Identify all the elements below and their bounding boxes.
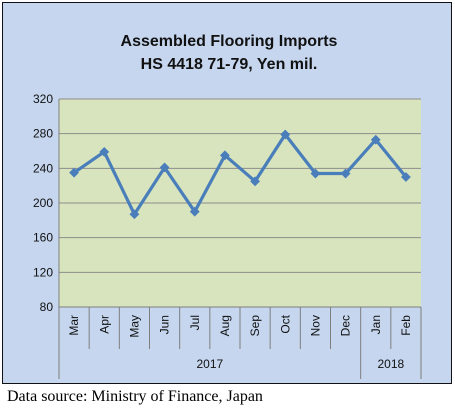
line-chart: Assembled Flooring Imports HS 4418 71-79… <box>33 33 422 379</box>
chart-frame: Assembled Flooring Imports HS 4418 71-79… <box>2 2 452 384</box>
data-point <box>401 172 411 182</box>
y-tick-label: 200 <box>33 196 53 210</box>
data-point <box>220 150 230 161</box>
x-tick-label: Nov <box>308 315 322 336</box>
x-tick-label: Aug <box>218 315 232 336</box>
series-line <box>73 132 408 216</box>
x-tick-label: May <box>127 315 141 338</box>
data-point <box>159 162 170 173</box>
data-point <box>69 167 79 178</box>
data-source-note: Data source: Ministry of Finance, Japan <box>7 388 263 405</box>
year-label: 2018 <box>377 357 404 371</box>
data-point <box>99 146 110 157</box>
y-tick-label: 120 <box>33 265 53 279</box>
data-point <box>370 134 381 145</box>
data-point <box>129 209 140 220</box>
x-tick-label: Oct <box>278 314 292 333</box>
year-label: 2017 <box>196 357 223 371</box>
y-tick-label: 320 <box>33 92 53 106</box>
y-tick-label: 160 <box>33 231 53 245</box>
x-tick-label: Jul <box>188 315 202 330</box>
x-tick-label: Dec <box>339 315 353 336</box>
x-tick-label: Feb <box>399 315 413 336</box>
y-tick-label: 240 <box>33 161 53 175</box>
y-tick-label: 80 <box>40 300 54 314</box>
x-tick-label: Apr <box>97 315 111 334</box>
x-tick-label: Sep <box>248 315 262 337</box>
data-point <box>340 168 351 179</box>
x-tick-label: Jun <box>158 315 172 334</box>
data-point <box>250 176 260 187</box>
data-point <box>189 206 200 217</box>
data-point <box>310 168 321 179</box>
y-tick-label: 280 <box>33 127 53 141</box>
chart-title: Assembled Flooring Imports <box>121 33 338 50</box>
chart-subtitle: HS 4418 71-79, Yen mil. <box>141 56 318 73</box>
x-tick-label: Mar <box>67 315 81 336</box>
data-point <box>280 129 291 140</box>
x-tick-label: Jan <box>369 315 383 334</box>
